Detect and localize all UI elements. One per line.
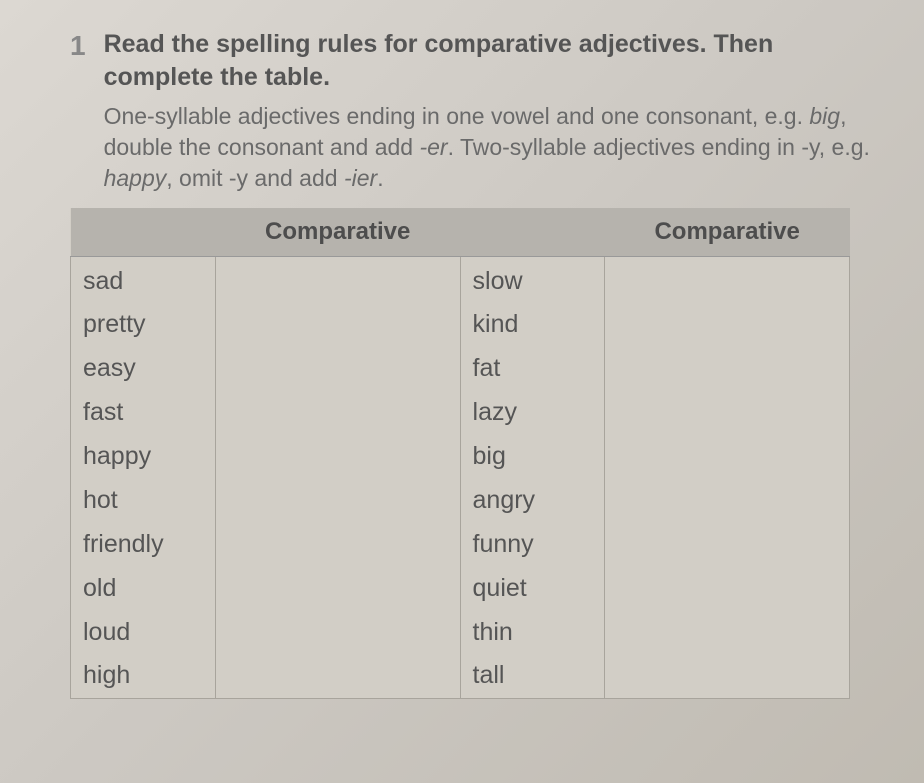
comparative-left	[215, 434, 460, 478]
adjective-left: easy	[71, 346, 216, 390]
rule1-ital: big	[809, 103, 840, 129]
th-blank-1	[71, 208, 216, 257]
rule2-post: , omit -y and add	[166, 165, 344, 191]
rule2-pre: Two-syllable adjectives ending in -y, e.…	[460, 134, 870, 160]
comparative-table: Comparative Comparative sad slow pretty kin…	[70, 208, 850, 699]
comparative-right	[605, 478, 850, 522]
comparative-right	[605, 302, 850, 346]
comparative-right	[605, 654, 850, 698]
th-comparative-1: Comparative	[215, 208, 460, 257]
rule2-suffix: -ier	[344, 165, 377, 191]
rule1-end: .	[448, 134, 454, 160]
adjective-right: angry	[460, 478, 605, 522]
adjective-left: friendly	[71, 522, 216, 566]
instruction-bold: Read the spelling rules for comparative …	[104, 28, 874, 93]
comparative-left	[215, 654, 460, 698]
adjective-right: thin	[460, 610, 605, 654]
comparative-right	[605, 566, 850, 610]
comparative-left	[215, 610, 460, 654]
comparative-right	[605, 434, 850, 478]
adjective-left: pretty	[71, 302, 216, 346]
comparative-left	[215, 566, 460, 610]
th-comparative-2: Comparative	[605, 208, 850, 257]
table-row: high tall	[71, 654, 850, 698]
adjective-right: funny	[460, 522, 605, 566]
table-row: happy big	[71, 434, 850, 478]
adjective-right: quiet	[460, 566, 605, 610]
adjective-right: big	[460, 434, 605, 478]
table-body: sad slow pretty kind easy fat fast lazy happy big…	[71, 257, 850, 699]
exercise-header: 1 Read the spelling rules for comparativ…	[70, 28, 874, 194]
comparative-right	[605, 257, 850, 303]
adjective-left: fast	[71, 390, 216, 434]
instruction-block: Read the spelling rules for comparative …	[104, 28, 874, 194]
comparative-left	[215, 390, 460, 434]
adjective-left: high	[71, 654, 216, 698]
adjective-right: kind	[460, 302, 605, 346]
rule1-pre: One-syllable adjectives ending in one vo…	[104, 103, 810, 129]
table-row: easy fat	[71, 346, 850, 390]
table-row: friendly funny	[71, 522, 850, 566]
comparative-left	[215, 478, 460, 522]
adjective-left: old	[71, 566, 216, 610]
table-row: loud thin	[71, 610, 850, 654]
comparative-left	[215, 346, 460, 390]
comparative-right	[605, 522, 850, 566]
exercise-block: 1 Read the spelling rules for comparativ…	[70, 28, 874, 699]
adjective-right: tall	[460, 654, 605, 698]
adjective-right: fat	[460, 346, 605, 390]
comparative-right	[605, 346, 850, 390]
rule2-end: .	[377, 165, 383, 191]
adjective-left: hot	[71, 478, 216, 522]
comparative-left	[215, 257, 460, 303]
th-blank-2	[460, 208, 605, 257]
table-row: old quiet	[71, 566, 850, 610]
adjective-left: loud	[71, 610, 216, 654]
adjective-right: lazy	[460, 390, 605, 434]
table-header-row: Comparative Comparative	[71, 208, 850, 257]
adjective-left: sad	[71, 257, 216, 303]
table-wrap: Comparative Comparative sad slow pretty kin…	[70, 208, 874, 699]
table-row: fast lazy	[71, 390, 850, 434]
comparative-right	[605, 610, 850, 654]
instruction-body: One-syllable adjectives ending in one vo…	[104, 101, 874, 194]
adjective-left: happy	[71, 434, 216, 478]
comparative-left	[215, 522, 460, 566]
rule1-suffix: -er	[419, 134, 447, 160]
exercise-number: 1	[70, 30, 86, 62]
table-row: hot angry	[71, 478, 850, 522]
rule2-ital: happy	[104, 165, 167, 191]
comparative-right	[605, 390, 850, 434]
table-row: pretty kind	[71, 302, 850, 346]
adjective-right: slow	[460, 257, 605, 303]
comparative-left	[215, 302, 460, 346]
table-row: sad slow	[71, 257, 850, 303]
